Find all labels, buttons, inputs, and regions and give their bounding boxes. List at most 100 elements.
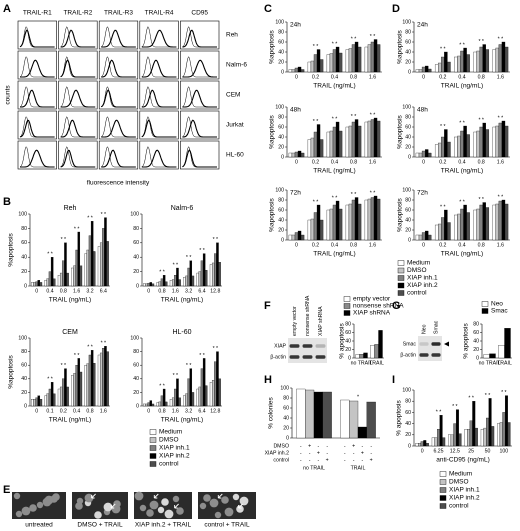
- y-tick-label: 80: [473, 321, 479, 327]
- bar: [466, 54, 470, 73]
- bar: [291, 69, 296, 73]
- bar: [373, 195, 378, 241]
- y-tick-label: 60: [21, 363, 27, 369]
- x-tick-label: 1.6: [369, 159, 376, 165]
- x-tick-label: 0.2: [439, 74, 446, 80]
- bar: [428, 152, 432, 158]
- significance: * *: [440, 204, 445, 210]
- bar: [216, 351, 219, 407]
- bar: [73, 373, 76, 407]
- treatment-sign: -: [309, 450, 311, 456]
- x-tick-label: 0: [421, 448, 424, 454]
- y-tick-label: 20: [278, 144, 284, 150]
- bar: [348, 48, 353, 73]
- bar: [205, 385, 208, 407]
- bar: [66, 272, 69, 287]
- histogram-frame: [58, 50, 98, 80]
- bar: [102, 228, 105, 287]
- bar: [338, 208, 343, 241]
- axis-label: %apoptosis: [8, 232, 15, 266]
- y-tick-label: 40: [405, 217, 411, 223]
- histogram-frame: [139, 110, 179, 140]
- y-tick-label: 20: [405, 227, 411, 233]
- treatment-label: control: [273, 457, 289, 463]
- bar: [313, 212, 318, 241]
- lane-label: XIAP shRNA: [318, 306, 324, 336]
- bar: [495, 203, 500, 241]
- bar: [444, 209, 448, 241]
- bar: [483, 427, 487, 447]
- treatment-label: DMSO: [273, 443, 289, 449]
- axis-label: %apoptosis: [269, 114, 276, 148]
- bar: [46, 278, 50, 287]
- treatment-sign: -: [370, 443, 372, 449]
- bar: [31, 399, 34, 407]
- bar: [378, 330, 383, 359]
- bar: [316, 124, 321, 158]
- bar: [319, 139, 324, 158]
- bar: [158, 401, 162, 407]
- significance: * *: [313, 44, 318, 50]
- bar: [288, 69, 293, 73]
- bar: [454, 56, 458, 73]
- histogram-stained: [101, 149, 136, 168]
- significance: * *: [498, 115, 503, 121]
- x-tick-label: 0.2: [312, 159, 319, 165]
- bar: [463, 125, 467, 158]
- axis-label: TRAIL (ng/mL): [441, 83, 483, 90]
- histogram-frame: [98, 80, 139, 110]
- bar: [482, 44, 486, 73]
- histogram-stained: [60, 89, 96, 108]
- bar: [501, 41, 506, 73]
- bar: [473, 209, 477, 241]
- y-tick-label: 100: [280, 385, 289, 391]
- significance: * *: [459, 120, 464, 126]
- bar: [319, 59, 324, 73]
- histogram-stained: [141, 149, 177, 168]
- caption: untreated: [25, 522, 53, 529]
- histogram-stained: [20, 149, 55, 168]
- legend-swatch: [439, 471, 447, 477]
- x-tick-label: 0.4: [458, 242, 465, 248]
- caption: XIAP inh.2 + TRAIL: [135, 522, 192, 529]
- bar: [348, 203, 353, 241]
- significance: * *: [468, 396, 473, 402]
- y-tick-label: 40: [278, 134, 284, 140]
- treatment-sign: -: [344, 443, 346, 449]
- significance: * *: [440, 124, 445, 130]
- bar: [145, 403, 148, 407]
- bar: [495, 125, 500, 158]
- x-tick-label: 0.2: [439, 242, 446, 248]
- cell: [75, 502, 83, 510]
- x-tick-label: 0.8: [60, 288, 67, 294]
- legend-swatch: [397, 260, 405, 266]
- bar: [59, 386, 63, 407]
- y-tick-label: 60: [278, 207, 284, 213]
- x-tick-label: 0: [422, 159, 425, 165]
- y-tick-label: 0: [24, 403, 27, 409]
- x-tick-label: 0: [422, 242, 425, 248]
- significance: * *: [47, 377, 52, 383]
- y-tick-label: 20: [21, 390, 27, 396]
- x-tick-label: 0.2: [312, 242, 319, 248]
- bar: [191, 392, 195, 407]
- x-tick-label: 12.5: [450, 448, 460, 454]
- x-tick-label: 1.6: [100, 408, 107, 414]
- y-tick-label: 100: [130, 211, 139, 217]
- bar: [77, 231, 81, 287]
- treatment-sign: -: [353, 450, 355, 456]
- arrow: [174, 503, 179, 509]
- bar: [423, 440, 427, 447]
- bar: [296, 388, 306, 439]
- bar: [349, 400, 359, 439]
- x-tick-label: 1.6: [497, 74, 504, 80]
- bar: [185, 275, 188, 287]
- band: [289, 344, 300, 348]
- treatment-sign: +: [352, 443, 355, 449]
- bar: [345, 49, 350, 73]
- bar: [33, 399, 36, 407]
- y-tick-label: 80: [283, 395, 289, 401]
- axis-label: TRAIL (ng/mL): [441, 251, 483, 258]
- bar: [209, 264, 213, 287]
- bar: [57, 275, 61, 287]
